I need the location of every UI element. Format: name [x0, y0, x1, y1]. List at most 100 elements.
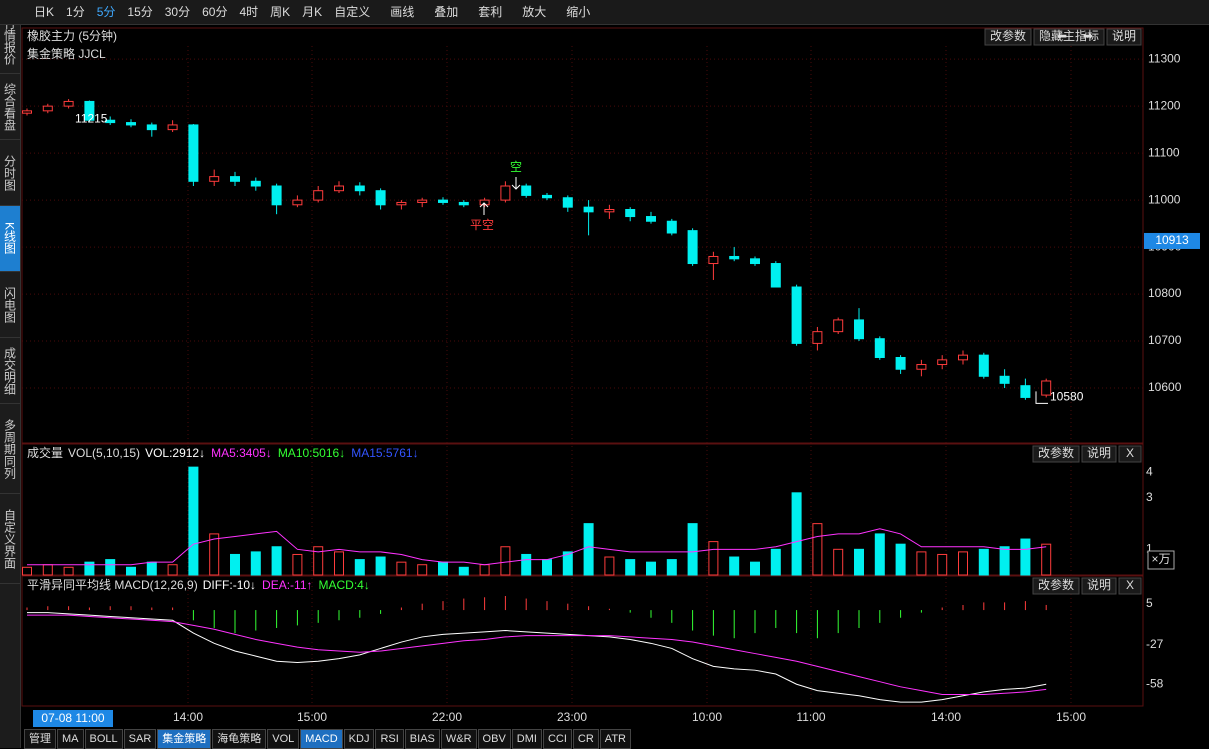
period-tab[interactable]: 自定义 — [334, 5, 371, 19]
volume-bar — [375, 556, 386, 576]
panel-frame — [21, 575, 1144, 707]
indicator-tab[interactable]: W&R — [440, 729, 477, 749]
period-tab[interactable]: 5分 — [96, 5, 116, 19]
period-tab[interactable]: 月K — [302, 5, 323, 19]
volume-bar — [895, 543, 906, 576]
side-tab[interactable]: 多周期同列 — [0, 404, 20, 494]
indicator-tab[interactable]: KDJ — [343, 729, 375, 749]
button-label[interactable]: 改参数 — [1038, 445, 1074, 460]
volume-bar — [105, 559, 116, 576]
tool-button[interactable]: 画线 — [390, 5, 415, 19]
volume-bar — [438, 561, 448, 576]
period-tab[interactable]: 60分 — [202, 5, 228, 19]
time-label: 14:00 — [173, 710, 203, 724]
indicator-tab[interactable]: SAR — [123, 729, 157, 749]
button-label[interactable]: 说明 — [1087, 445, 1111, 460]
y-tick-label: 10600 — [1148, 380, 1182, 394]
indicator-tab[interactable]: MA — [57, 729, 84, 749]
volume-bar — [1041, 543, 1052, 576]
volume-bar — [687, 523, 698, 576]
button-label[interactable]: 改参数 — [1038, 577, 1074, 592]
period-tab[interactable]: 1分 — [66, 5, 85, 19]
unit-box — [1147, 550, 1175, 570]
readout: MACD:4↓ — [319, 578, 370, 592]
candle-body — [334, 185, 344, 192]
side-tab[interactable]: 成交明细 — [0, 338, 20, 404]
candle-body — [521, 185, 532, 196]
button — [984, 28, 1032, 46]
time-label: 15:00 — [297, 710, 327, 724]
tool-button[interactable]: 套利 — [478, 5, 503, 19]
period-tab[interactable]: 30分 — [164, 5, 191, 19]
volume-bar — [958, 551, 968, 576]
indicator-tab[interactable]: 管理 — [24, 729, 56, 749]
volume-bar — [313, 546, 324, 576]
candle-body — [396, 201, 407, 206]
button — [1081, 577, 1117, 595]
indicator-tab[interactable]: CCI — [542, 729, 572, 749]
side-tab[interactable]: 分时图 — [0, 140, 20, 206]
indicator-tab[interactable]: OBV — [477, 729, 511, 749]
button — [1106, 28, 1142, 46]
volume-bar — [791, 492, 802, 576]
period-tab[interactable]: 周K — [270, 5, 291, 19]
side-tab[interactable]: 闪电图 — [0, 272, 20, 338]
candle-body — [1041, 380, 1052, 396]
button-label[interactable]: 改参数 — [990, 28, 1026, 43]
indicator-tab[interactable]: BOLL — [84, 729, 123, 749]
candle-body — [188, 124, 199, 182]
candle-body — [63, 100, 74, 107]
arrow-button: ➡ — [1083, 29, 1093, 43]
button-label[interactable]: 隐藏主指标 — [1039, 28, 1099, 43]
time-label: 23:00 — [557, 710, 587, 724]
volume-bar — [812, 523, 823, 576]
side-tab[interactable]: 综合看盘 — [0, 74, 20, 140]
button — [1081, 445, 1117, 463]
readout: MA5:3405↓ — [211, 446, 272, 460]
indicator-tab[interactable]: DMI — [511, 729, 542, 749]
indicator-tab[interactable]: 海龟策略 — [212, 729, 267, 749]
button-label[interactable]: X — [1126, 578, 1134, 592]
candle-body — [313, 190, 324, 201]
candle-body — [126, 122, 136, 126]
tool-button[interactable]: 放大 — [522, 5, 547, 19]
button-label[interactable]: 说明 — [1112, 28, 1136, 43]
volume-bar — [708, 541, 719, 576]
indicator-tab[interactable]: VOL — [267, 729, 300, 749]
tool-button[interactable]: 叠加 — [434, 5, 459, 19]
period-tab[interactable]: 日K — [34, 5, 55, 19]
period-tab[interactable]: 15分 — [127, 5, 153, 19]
candle-body — [292, 199, 303, 206]
candle-body — [770, 263, 781, 288]
signal-arrow — [479, 202, 489, 215]
time-label: 14:00 — [931, 710, 961, 724]
time-label: 15:00 — [1056, 710, 1086, 724]
period-tab[interactable]: 4时 — [239, 5, 259, 19]
panel-title: 平滑异同平均线 MACD(12,26,9) — [27, 578, 198, 592]
button-label[interactable]: 说明 — [1087, 577, 1111, 592]
indicator-tab[interactable]: BIAS — [404, 729, 440, 749]
indicator-tab[interactable]: RSI — [375, 729, 404, 749]
low-label: 10580 — [1050, 390, 1084, 404]
time-label: 10:00 — [692, 710, 722, 724]
side-tab[interactable]: 自定义界面 — [0, 494, 20, 584]
candle-body — [978, 354, 989, 377]
signal-arrow — [511, 177, 521, 190]
indicator-tab[interactable]: 集金策略 — [157, 729, 212, 749]
button — [1032, 577, 1080, 595]
candle-body — [250, 180, 261, 187]
y-tick-label: 11100 — [1148, 145, 1180, 159]
candle-body — [812, 331, 823, 344]
side-tab[interactable]: 行情报价 — [0, 8, 20, 74]
indicator-tab[interactable]: MACD — [300, 729, 343, 749]
time-cursor — [33, 710, 113, 727]
tool-button[interactable]: 缩小 — [566, 5, 591, 19]
candle-body — [999, 375, 1010, 384]
candle-body — [84, 100, 95, 121]
indicator-tab[interactable]: CR — [572, 729, 599, 749]
volume-bar — [583, 523, 594, 576]
button-label[interactable]: X — [1126, 446, 1134, 460]
side-tab[interactable]: K线图 — [0, 206, 20, 272]
indicator-tab[interactable]: ATR — [599, 729, 631, 749]
